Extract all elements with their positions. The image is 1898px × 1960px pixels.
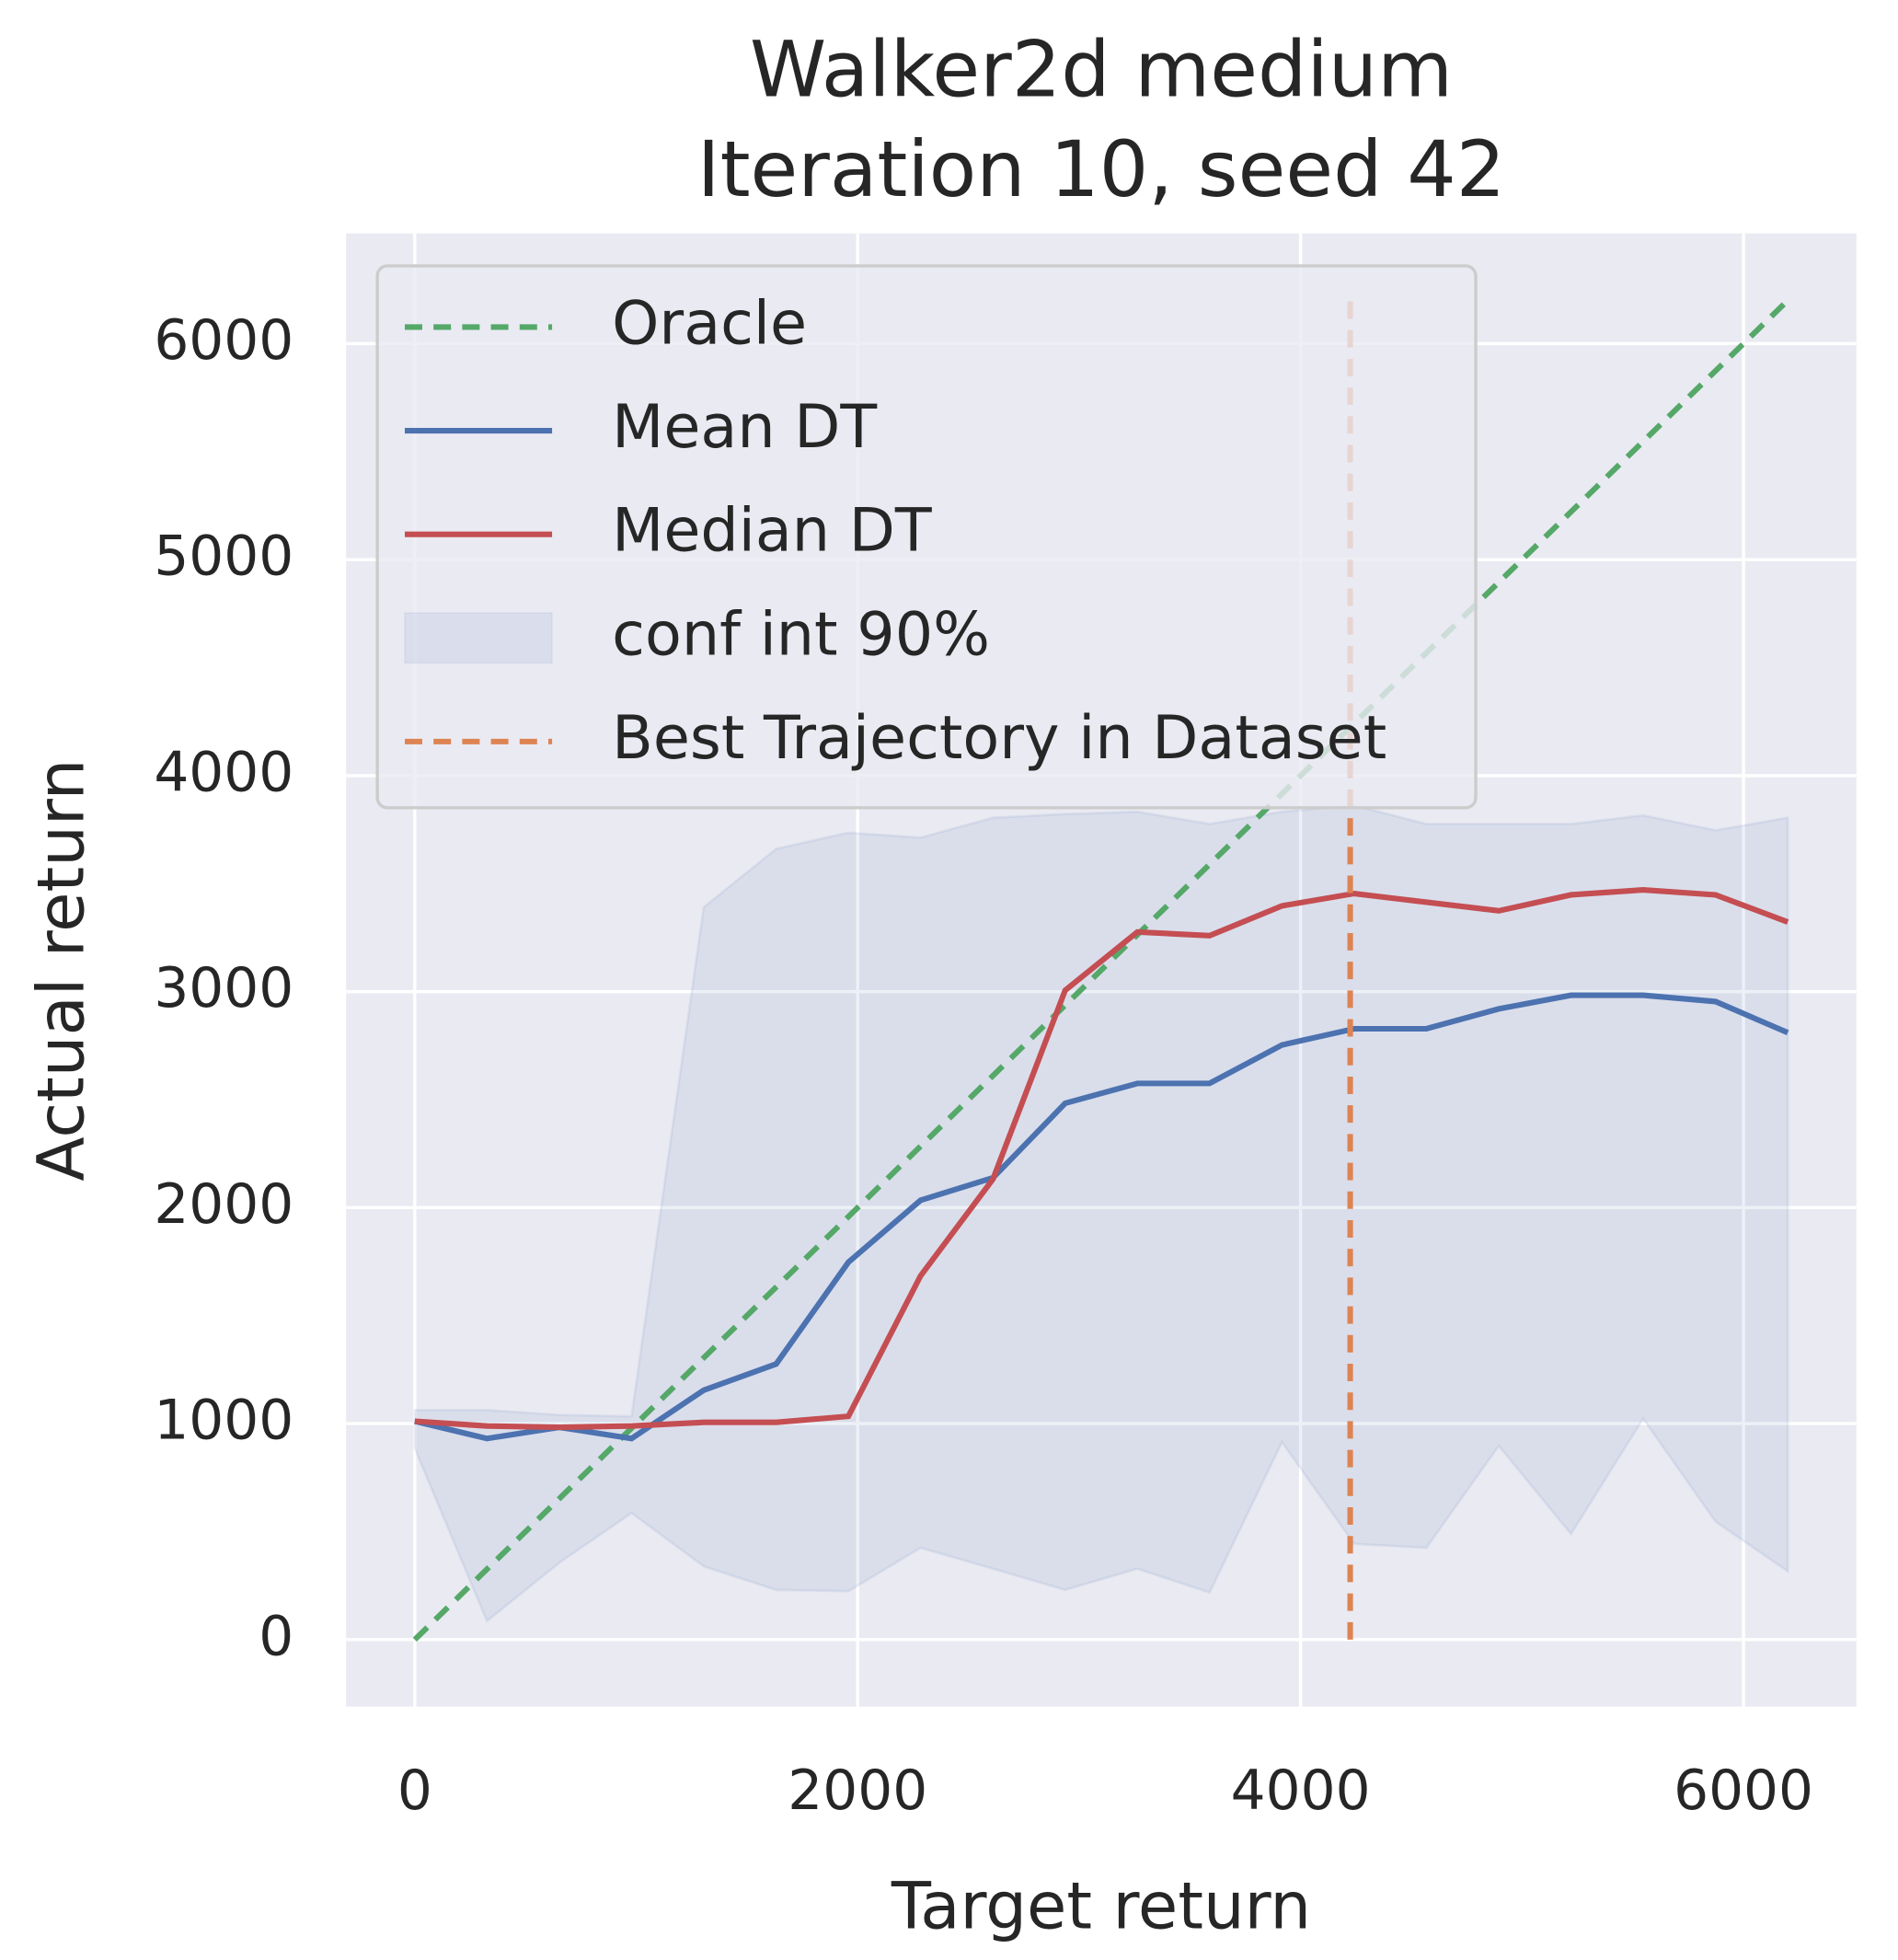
y-tick-label: 5000: [154, 525, 293, 589]
confidence-band: [413, 803, 1789, 1623]
legend-label: Oracle: [612, 290, 807, 359]
y-tick-label: 6000: [154, 309, 293, 373]
x-tick-label: 4000: [1231, 1759, 1371, 1823]
legend-swatch: [404, 612, 553, 664]
x-tick-label: 0: [397, 1759, 432, 1823]
line: [414, 992, 1789, 1442]
legend-box: [375, 264, 1478, 810]
y-tick-label: 4000: [154, 741, 293, 804]
y-tick-label: 0: [259, 1605, 293, 1668]
legend-label: Median DT: [612, 497, 932, 566]
y-tick-label: 1000: [154, 1389, 293, 1453]
x-tick-label: 6000: [1674, 1759, 1813, 1823]
chart-title: Walker2d medium: [750, 24, 1453, 114]
legend-label: Mean DT: [612, 393, 877, 462]
x-tick-label: 2000: [788, 1759, 927, 1823]
chart-title: Iteration 10, seed 42: [697, 124, 1505, 214]
y-axis-label: Actual return: [23, 759, 98, 1182]
x-axis-label: Target return: [891, 1868, 1311, 1943]
legend-label: conf int 90%: [612, 600, 990, 669]
line: [414, 886, 1789, 1431]
y-tick-label: 2000: [154, 1173, 293, 1237]
y-tick-label: 3000: [154, 957, 293, 1020]
line: [412, 298, 1790, 1643]
legend-label: Best Trajectory in Dataset: [612, 704, 1386, 773]
